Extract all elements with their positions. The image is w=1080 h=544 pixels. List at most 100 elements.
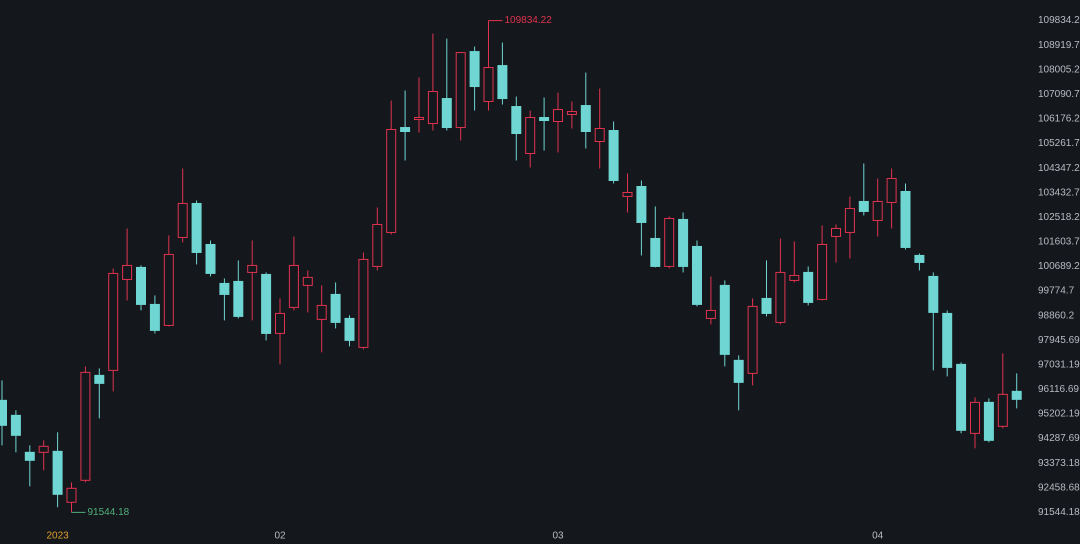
candle-body xyxy=(983,401,994,441)
x-tick-label: 03 xyxy=(552,531,564,542)
candle-body xyxy=(441,98,452,129)
candle-body xyxy=(970,401,980,434)
candle-body xyxy=(761,297,772,314)
y-tick-label: 108005.2 xyxy=(1038,64,1080,75)
candle-body xyxy=(719,284,730,355)
candle-body xyxy=(80,371,91,481)
candle-body xyxy=(108,272,119,371)
x-tick-label: 2023 xyxy=(46,531,69,542)
candle-body xyxy=(594,128,605,143)
candle-body xyxy=(650,237,661,267)
candle-body xyxy=(149,303,160,331)
y-tick-label: 92458.68 xyxy=(1038,482,1080,493)
candle-body xyxy=(316,304,327,320)
candle-body xyxy=(956,363,967,431)
candle-body xyxy=(553,109,563,123)
candle-body xyxy=(497,65,508,100)
candle-body xyxy=(469,51,480,88)
candle-body xyxy=(636,185,647,223)
candle-body xyxy=(400,127,411,133)
candle-body xyxy=(275,312,285,334)
candle-body xyxy=(705,309,716,319)
y-tick-label: 105261.7 xyxy=(1038,138,1080,149)
candle-body xyxy=(94,374,105,384)
candle-body xyxy=(566,111,577,116)
candle-body xyxy=(163,253,174,326)
y-tick-label: 108919.7 xyxy=(1038,40,1080,51)
candle-body xyxy=(288,264,299,308)
candle-body xyxy=(427,91,438,125)
candle-body xyxy=(817,243,828,300)
candle-body xyxy=(775,271,786,323)
candle-body xyxy=(38,445,49,453)
y-tick-label: 94287.69 xyxy=(1038,433,1080,444)
candle-body xyxy=(747,305,758,374)
candle-body xyxy=(66,487,77,503)
y-tick-label: 99774.7 xyxy=(1038,286,1075,297)
candle-body xyxy=(1011,390,1022,400)
candle-body xyxy=(205,243,216,274)
candle-body xyxy=(914,254,925,263)
candle-body xyxy=(858,200,869,212)
candle-body xyxy=(24,451,35,461)
x-tick-label: 04 xyxy=(872,531,884,542)
high-label: 109834.22 xyxy=(505,15,553,26)
x-tick-label: 02 xyxy=(274,531,286,542)
y-tick-label: 107090.7 xyxy=(1038,89,1080,100)
candle-body xyxy=(678,218,689,267)
y-tick-label: 104347.2 xyxy=(1038,163,1080,174)
candle-body xyxy=(358,258,369,348)
candle-body xyxy=(386,129,397,233)
candle-body xyxy=(844,207,855,233)
candle-body xyxy=(136,266,146,305)
candle-body xyxy=(900,190,911,248)
candle-body xyxy=(872,200,883,221)
candle-body xyxy=(539,117,550,122)
y-tick-label: 106176.2 xyxy=(1038,114,1080,125)
y-tick-label: 100689.2 xyxy=(1038,261,1080,272)
candle-body xyxy=(372,223,383,267)
candle-body xyxy=(580,105,591,133)
y-tick-label: 109834.2 xyxy=(1038,15,1080,26)
candle-body xyxy=(997,393,1008,427)
candle-body xyxy=(511,106,522,135)
candle-body xyxy=(10,414,21,436)
y-tick-label: 102518.2 xyxy=(1038,212,1080,223)
low-label: 91544.18 xyxy=(88,507,130,518)
candle-body xyxy=(733,359,744,383)
candle-body xyxy=(608,130,619,181)
candle-body xyxy=(928,275,939,313)
y-tick-label: 91544.18 xyxy=(1038,507,1080,518)
y-tick-label: 98860.2 xyxy=(1038,310,1075,321)
candle-body xyxy=(455,52,466,129)
y-tick-label: 95202.19 xyxy=(1038,409,1080,420)
candle-body xyxy=(664,217,675,267)
candle-body xyxy=(0,399,7,426)
y-tick-label: 97031.19 xyxy=(1038,359,1080,370)
candle-body xyxy=(219,282,230,295)
candle-body xyxy=(302,276,313,286)
candle-body xyxy=(52,450,63,495)
candle-body xyxy=(414,117,424,121)
candle-body xyxy=(789,274,800,281)
candle-body xyxy=(886,178,897,203)
candle-body xyxy=(942,312,953,368)
candle-body xyxy=(483,67,494,103)
y-tick-label: 103432.7 xyxy=(1038,187,1080,198)
candle-body xyxy=(191,202,202,253)
candle-body xyxy=(177,202,188,238)
candle-body xyxy=(330,293,341,323)
candle-body xyxy=(692,245,702,305)
candle-body xyxy=(831,227,841,237)
y-tick-label: 101603.7 xyxy=(1038,237,1080,248)
y-tick-label: 97945.69 xyxy=(1038,335,1080,346)
candle-body xyxy=(803,271,814,303)
candle-body xyxy=(122,264,133,280)
y-tick-label: 93373.18 xyxy=(1038,458,1080,469)
candle-body xyxy=(261,273,272,334)
candle-body xyxy=(525,117,536,155)
y-tick-label: 96116.69 xyxy=(1038,384,1079,395)
candle-body xyxy=(233,280,244,317)
candle-body xyxy=(344,317,355,341)
